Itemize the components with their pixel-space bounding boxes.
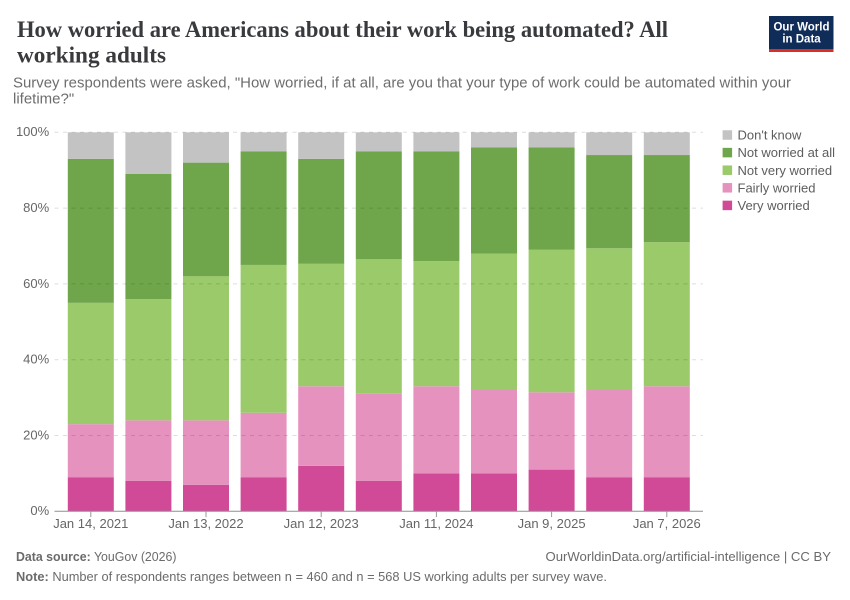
svg-text:Not worried at all: Not worried at all [738,145,836,160]
svg-text:20%: 20% [23,427,49,442]
svg-text:0%: 0% [30,503,49,518]
svg-text:Jan 9, 2025: Jan 9, 2025 [518,516,586,531]
svg-text:Fairly worried: Fairly worried [738,180,816,195]
svg-text:60%: 60% [23,276,49,291]
svg-text:lifetime?": lifetime?" [13,91,74,108]
svg-text:in Data: in Data [782,34,821,46]
svg-text:Jan 13, 2022: Jan 13, 2022 [168,516,243,531]
svg-text:Not very worried: Not very worried [738,163,833,178]
svg-text:Note: Number of respondents ra: Note: Number of respondents ranges betwe… [16,569,607,584]
svg-text:How worried are Americans abou: How worried are Americans about their wo… [17,17,668,42]
svg-text:100%: 100% [16,124,50,139]
svg-text:Jan 11, 2024: Jan 11, 2024 [399,516,473,531]
svg-text:Our World: Our World [773,22,829,34]
svg-text:Jan 12, 2023: Jan 12, 2023 [284,516,359,531]
svg-text:Survey respondents were asked,: Survey respondents were asked, "How worr… [13,75,791,92]
svg-text:80%: 80% [23,200,49,215]
svg-text:Don't know: Don't know [738,128,803,143]
svg-text:working adults: working adults [17,42,166,67]
svg-text:40%: 40% [23,352,49,367]
svg-text:Very worried: Very worried [738,198,810,213]
svg-text:Jan 7, 2026: Jan 7, 2026 [633,516,701,531]
svg-text:Jan 14, 2021: Jan 14, 2021 [53,516,128,531]
svg-text:Data source: YouGov (2026): Data source: YouGov (2026) [16,549,177,564]
svg-text:OurWorldinData.org/artificial-: OurWorldinData.org/artificial-intelligen… [546,549,832,564]
